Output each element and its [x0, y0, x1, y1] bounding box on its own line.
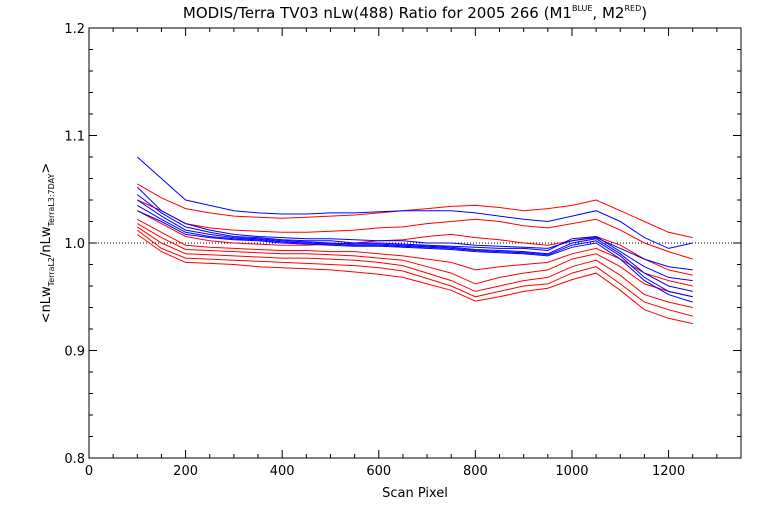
ticks: 0 200 400 600 800 1000 1200 0.8 0.9 1.0 1.1 1.2 [64, 22, 741, 479]
y-tick-label: 1.0 [64, 237, 85, 252]
x-tick-label: 1200 [652, 464, 685, 479]
y-tick-label: 1.1 [64, 130, 85, 145]
series-line-m1-2 [136, 194, 693, 282]
series-line-m2-13 [137, 233, 693, 325]
series-line-m2-7 [137, 199, 693, 260]
chart-title-sup-blue: BLUE [572, 4, 592, 13]
chart-title: MODIS/Terra TV03 nLw(488) Ratio for 2005… [183, 4, 647, 22]
series-line-m2-12 [136, 229, 693, 317]
chart-title-end: ) [641, 4, 647, 22]
x-axis-title: Scan Pixel [382, 486, 448, 501]
y-tick-label: 1.2 [64, 22, 85, 37]
x-tick-label: 600 [366, 464, 391, 479]
series-line-m1-3 [137, 199, 693, 292]
plot-marks [89, 156, 741, 325]
plot-frame [88, 27, 742, 459]
series-line-m2-8 [137, 210, 693, 276]
x-tick-label: 200 [173, 464, 198, 479]
series-line-m1-5 [137, 210, 693, 303]
chart-title-mid: , M2 [592, 4, 624, 22]
y-axis-title: <nLwTerraL2/nLwTerraL3:7DAY> [39, 163, 56, 324]
y-tick-label: 0.8 [64, 452, 85, 467]
series-line-m2-9 [137, 218, 693, 287]
series-line-m1-0 [136, 156, 693, 249]
series-line-m2-10 [137, 223, 693, 298]
chart-title-sup-red: RED [624, 4, 641, 13]
y-tick-label: 0.9 [64, 345, 85, 360]
y-axis-title-part1: <nLw [39, 286, 54, 323]
series-line-m2-11 [137, 226, 693, 308]
y-axis-title-sub2: TerraL3:7DAY [47, 173, 56, 227]
chart-title-main: MODIS/Terra TV03 nLw(488) Ratio for 2005… [183, 4, 572, 22]
y-axis-title-part2: /nLw [39, 226, 54, 257]
x-tick-label: 800 [463, 464, 488, 479]
y-axis-title-sub1: TerraL2 [47, 257, 56, 287]
x-tick-label: 400 [270, 464, 295, 479]
series-line-m2-6 [137, 183, 693, 239]
x-tick-label: 1000 [555, 464, 588, 479]
series-line-m1-4 [137, 204, 693, 298]
y-axis-title-part3: > [39, 163, 54, 174]
x-tick-label: 0 [85, 464, 93, 479]
